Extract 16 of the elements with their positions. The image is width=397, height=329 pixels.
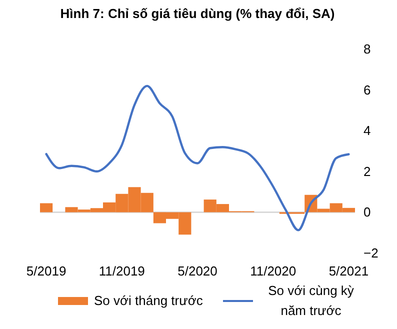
- x-tick-label: 5/2019: [26, 264, 66, 278]
- y-tick-label: −2: [364, 246, 378, 260]
- y-tick-label: 0: [364, 204, 371, 220]
- legend-label: So với cùng kỳ năm trước: [268, 283, 354, 318]
- y-tick-label: 6: [364, 82, 371, 98]
- chart-title: Hình 7: Chỉ số giá tiêu dùng (% thay đổi, SA): [60, 6, 335, 21]
- x-tick-label: 11/2019: [98, 264, 145, 278]
- line-series: [45, 84, 350, 232]
- bar: [40, 203, 53, 212]
- y-tick-label: 2: [364, 164, 371, 179]
- y-tick-label: 4: [364, 123, 371, 138]
- x-tick-label: 5/2020: [178, 264, 218, 278]
- legend-label: So với tháng trước: [94, 293, 204, 308]
- y-tick-label: 8: [364, 42, 371, 56]
- x-tick-label: 5/2021: [328, 264, 369, 278]
- x-tick-label: 11/2020: [250, 264, 296, 278]
